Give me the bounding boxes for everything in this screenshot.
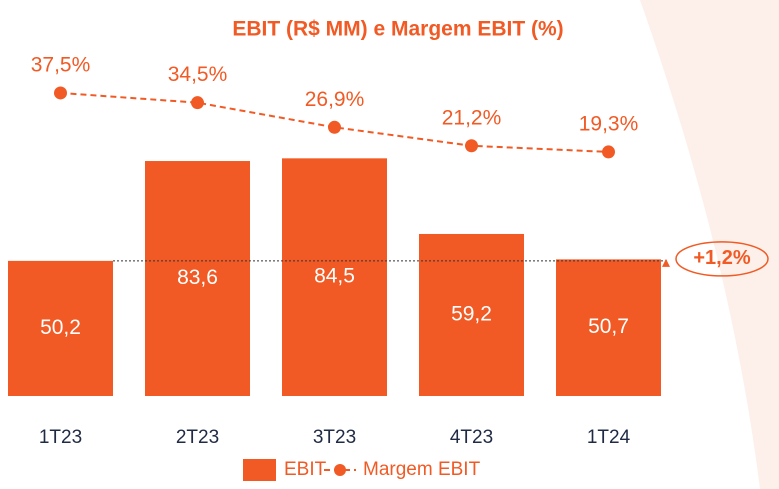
line-value-label: 37,5% [31,53,91,76]
legend-swatch [243,459,276,481]
line-point [191,96,204,110]
line-value-label: 21,2% [442,106,502,129]
legend-label: Margem EBIT [363,459,481,480]
annotation-outline [675,241,769,277]
annotation: +1,2% [693,247,750,269]
bar [8,260,113,396]
legend-dot [334,464,346,476]
bar-value-label: 59,2 [451,303,492,326]
line-value-label: 34,5% [168,63,228,86]
reference-arrow [662,258,670,267]
legend-label: EBIT [284,459,327,480]
line-point [602,145,615,159]
bar-value-label: 50,2 [40,316,81,339]
bar-value-label: 50,7 [588,315,629,338]
line-value-label: 19,3% [579,112,639,135]
chart-title: EBIT (R$ MM) e Margem EBIT (%) [232,18,563,41]
bar [556,259,661,396]
line-point [328,120,341,134]
bar [282,158,387,396]
x-tick-label: 1T23 [39,427,82,448]
x-tick-label: 2T23 [176,427,219,448]
line-value-label: 26,9% [305,88,365,111]
bar-value-label: 84,5 [314,265,355,288]
x-tick-label: 4T23 [450,427,493,448]
background-shape [640,0,779,489]
x-tick-label: 3T23 [313,427,356,448]
bar [145,161,250,396]
line-point [54,86,67,100]
line-point [465,139,478,153]
bar-value-label: 83,6 [177,266,218,289]
line [60,91,609,153]
x-tick-label: 1T24 [587,427,631,448]
